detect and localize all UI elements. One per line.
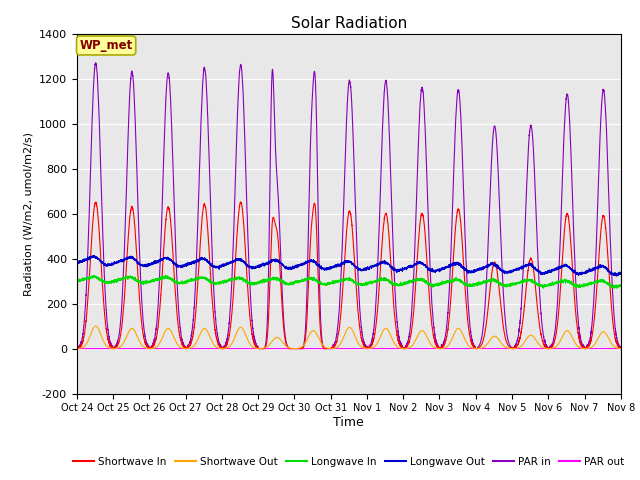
Y-axis label: Radiation (W/m2, umol/m2/s): Radiation (W/m2, umol/m2/s): [24, 132, 33, 296]
Text: WP_met: WP_met: [79, 39, 132, 52]
Title: Solar Radiation: Solar Radiation: [291, 16, 407, 31]
X-axis label: Time: Time: [333, 416, 364, 429]
Legend: Shortwave In, Shortwave Out, Longwave In, Longwave Out, PAR in, PAR out: Shortwave In, Shortwave Out, Longwave In…: [69, 453, 628, 471]
